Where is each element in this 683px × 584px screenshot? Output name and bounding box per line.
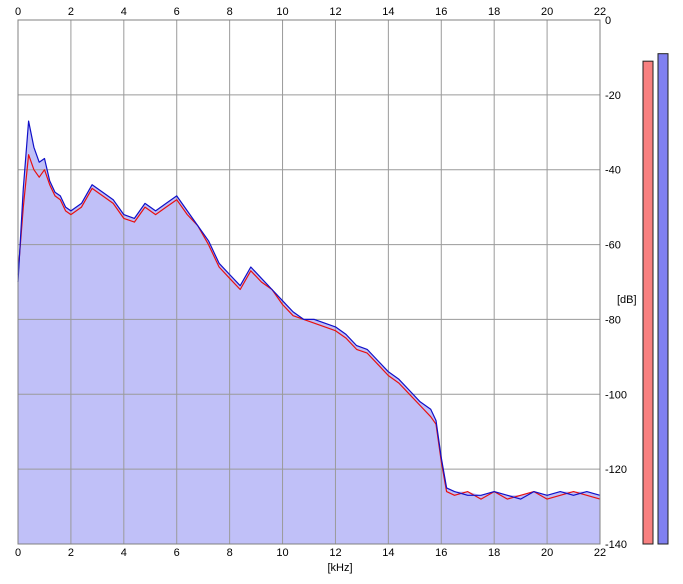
y-tick-4: -80: [605, 314, 621, 326]
x-tick-bottom-10: 20: [541, 547, 553, 559]
x-tick-bottom-8: 16: [435, 547, 447, 559]
y-tick-1: -20: [605, 90, 621, 102]
x-tick-top-3: 6: [174, 6, 180, 18]
x-tick-bottom-2: 4: [121, 547, 127, 559]
x-tick-top-0: 0: [15, 6, 21, 18]
y-tick-3: -60: [605, 240, 621, 252]
x-tick-bottom-11: 22: [594, 547, 606, 559]
x-tick-bottom-0: 0: [15, 547, 21, 559]
x-tick-top-11: 22: [594, 6, 606, 18]
level-meters: [642, 53, 669, 545]
series-lines: [17, 120, 601, 500]
x-tick-bottom-6: 12: [329, 547, 341, 559]
level-meter-0: [642, 60, 654, 545]
x-tick-bottom-1: 2: [68, 547, 74, 559]
y-tick-2: -40: [605, 165, 621, 177]
x-tick-top-2: 4: [121, 6, 127, 18]
x-tick-top-9: 18: [488, 6, 500, 18]
x-tick-top-7: 14: [382, 6, 394, 18]
x-tick-bottom-5: 10: [276, 547, 288, 559]
y-tick-7: -140: [605, 539, 627, 551]
x-tick-top-8: 16: [435, 6, 447, 18]
x-tick-top-6: 12: [329, 6, 341, 18]
x-tick-bottom-4: 8: [227, 547, 233, 559]
level-meter-1: [657, 53, 669, 545]
x-axis-label: [kHz]: [327, 562, 352, 574]
spectrum-fill: [18, 121, 600, 544]
grid: [17, 19, 601, 545]
y-ticks: 0 -20 -40 -60 -80 -100 -120 -140: [605, 15, 627, 551]
x-tick-bottom-7: 14: [382, 547, 394, 559]
y-tick-0: 0: [605, 15, 611, 27]
spectrum-area: [18, 121, 600, 544]
y-axis-label: [dB]: [617, 294, 637, 306]
x-tick-bottom-3: 6: [174, 547, 180, 559]
plot-frame: [17, 19, 601, 545]
y-tick-6: -120: [605, 464, 627, 476]
series-line-0: [17, 154, 601, 500]
x-tick-top-10: 20: [541, 6, 553, 18]
y-tick-5: -100: [605, 389, 627, 401]
series-line-1: [17, 120, 601, 500]
x-tick-top-4: 8: [227, 6, 233, 18]
x-tick-top-1: 2: [68, 6, 74, 18]
x-tick-top-5: 10: [276, 6, 288, 18]
x-ticks-bottom: 0 2 4 6 8 10 12 14 16 18 20 22: [15, 547, 606, 559]
x-ticks-top: 0 2 4 6 8 10 12 14 16 18 20 22: [15, 6, 606, 18]
x-tick-bottom-9: 18: [488, 547, 500, 559]
